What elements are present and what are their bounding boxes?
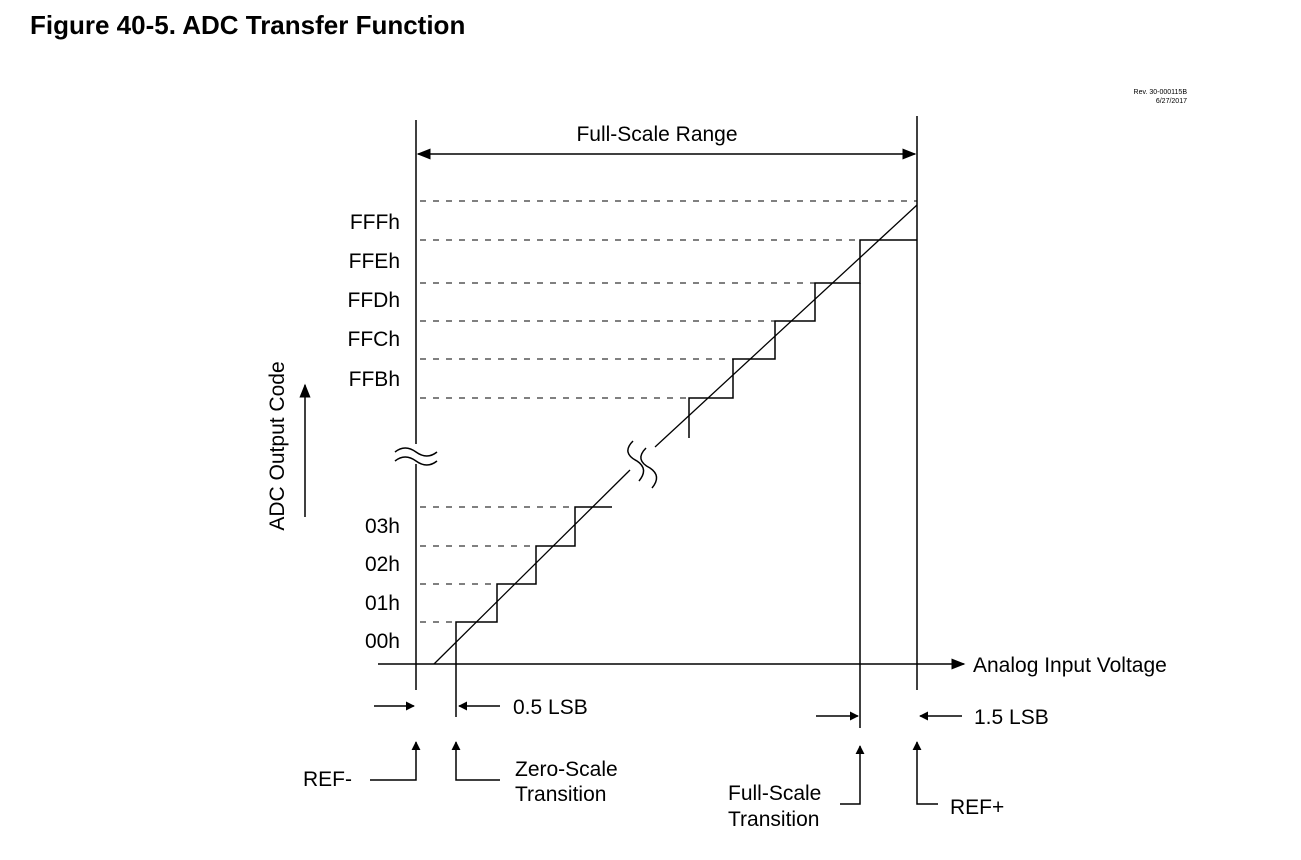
x-axis-label: Analog Input Voltage <box>973 654 1167 677</box>
zero-scale-leader <box>451 741 500 781</box>
code-levels-high <box>420 200 917 399</box>
code-label-00h: 00h <box>365 630 400 653</box>
code-label-ffeh: FFEh <box>349 250 400 273</box>
full-scale-leader <box>840 745 865 805</box>
ref-minus-leader <box>370 741 421 781</box>
code-label-fffh: FFFh <box>350 211 400 234</box>
ideal-transfer-line <box>433 204 918 665</box>
staircase-high <box>688 239 917 438</box>
staircase-low <box>455 506 612 664</box>
code-levels-low <box>420 506 575 623</box>
line-break-icon <box>627 440 660 489</box>
ref-minus-label: REF- <box>303 768 352 791</box>
full-scale-label-1: Full-Scale <box>728 782 821 805</box>
figure-title: Figure 40-5. ADC Transfer Function <box>30 10 466 40</box>
one-half-lsb-label: 1.5 LSB <box>974 706 1049 729</box>
zero-scale-label-1: Zero-Scale <box>515 758 618 781</box>
full-scale-range-label: Full-Scale Range <box>576 123 737 146</box>
y-axis-break-icon <box>394 444 438 466</box>
code-label-03h: 03h <box>365 515 400 538</box>
code-label-02h: 02h <box>365 553 400 576</box>
code-label-01h: 01h <box>365 592 400 615</box>
y-axis-label: ADC Output Code <box>266 361 289 530</box>
code-label-ffch: FFCh <box>348 328 401 351</box>
revision-date: 6/27/2017 <box>1156 98 1187 105</box>
code-label-ffdh: FFDh <box>348 289 401 312</box>
code-label-ffbh: FFBh <box>349 368 400 391</box>
ref-plus-label: REF+ <box>950 796 1004 819</box>
ref-plus-leader <box>912 741 938 805</box>
zero-scale-label-2: Transition <box>515 783 606 806</box>
half-lsb-label: 0.5 LSB <box>513 696 588 719</box>
full-scale-label-2: Transition <box>728 808 819 831</box>
revision-number: Rev. 30-000115B <box>1134 89 1188 96</box>
